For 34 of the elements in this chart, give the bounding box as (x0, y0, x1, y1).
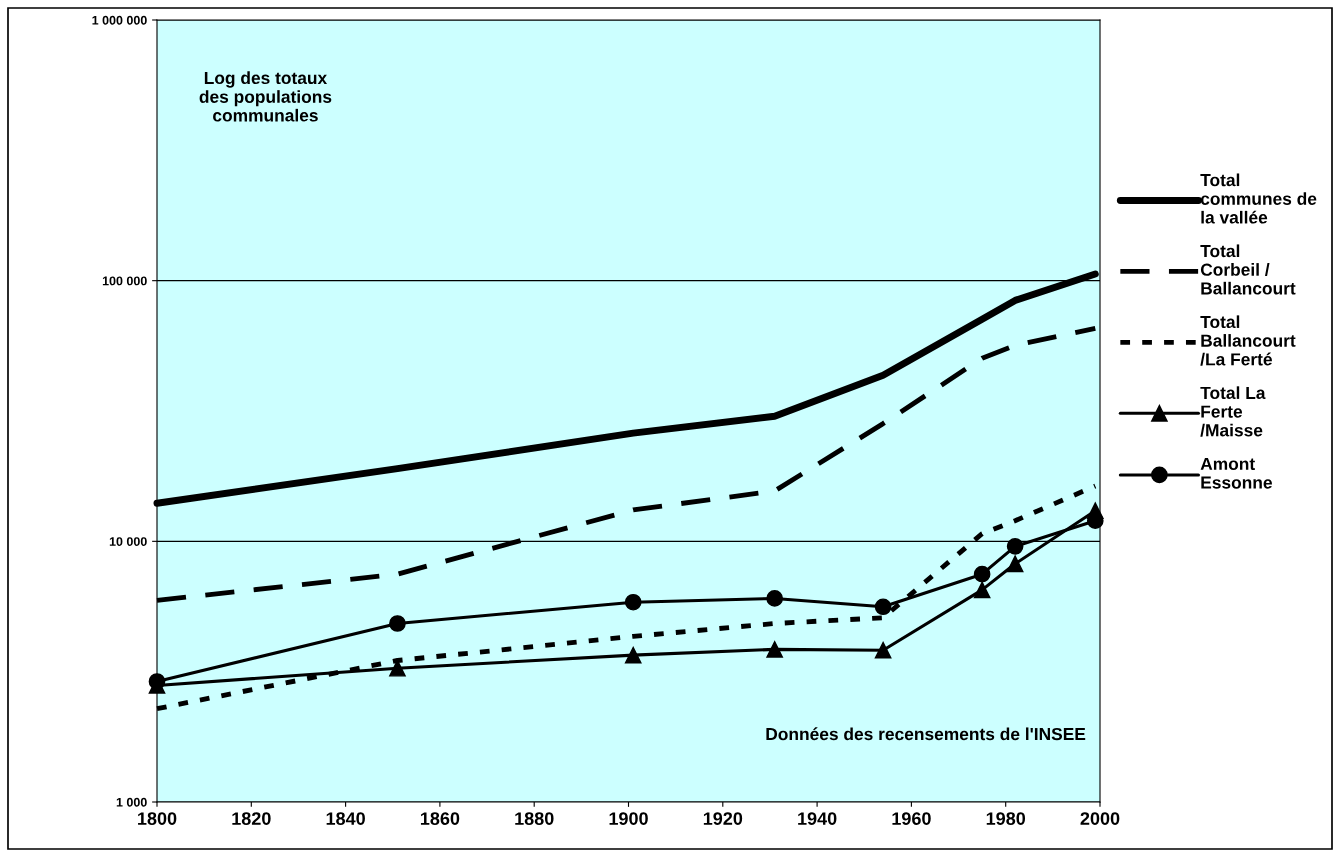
point (973, 565, 991, 583)
point (624, 646, 642, 664)
legend-label: Total Ballancourt /La Ferté (1200, 315, 1296, 366)
point (874, 641, 892, 659)
point (766, 590, 783, 607)
point (1086, 502, 1104, 520)
annotation: Log des totaux des populations communales (199, 71, 332, 122)
legend-label: Total Corbeil / Ballancourt (1200, 244, 1296, 295)
point (1006, 537, 1024, 555)
annotation: Données des recensements de l'INSEE (766, 727, 1086, 741)
x-tick-label: 1860 (420, 812, 460, 825)
point (874, 598, 892, 616)
x-tick-label: 1980 (986, 812, 1026, 825)
legend-label: Amont Essonne (1200, 457, 1272, 489)
x-tick-label: 1840 (326, 812, 365, 825)
x-tick-label: 1960 (892, 812, 931, 825)
y-tick-label: 100 000 (102, 276, 147, 286)
y-tick-label: 10 000 (109, 537, 147, 546)
legend-label: Total La Ferte /Maisse (1200, 386, 1266, 437)
x-tick-label: 1800 (138, 812, 177, 825)
x-tick-label: 1920 (703, 812, 743, 825)
point (766, 641, 783, 658)
x-tick-label: 1940 (798, 812, 837, 825)
point (973, 581, 991, 599)
point (1006, 555, 1024, 573)
y-tick-label: 1 000 000 (92, 15, 147, 25)
x-tick-label: 2000 (1080, 812, 1120, 825)
point (389, 615, 406, 632)
x-tick-label: 1880 (515, 812, 554, 825)
legend-label: Total communes de la vallée (1200, 173, 1317, 224)
point (624, 593, 642, 611)
x-tick-label: 1820 (232, 812, 271, 825)
x-tick-label: 1900 (609, 812, 648, 825)
y-tick-label: 1 000 (116, 797, 147, 807)
